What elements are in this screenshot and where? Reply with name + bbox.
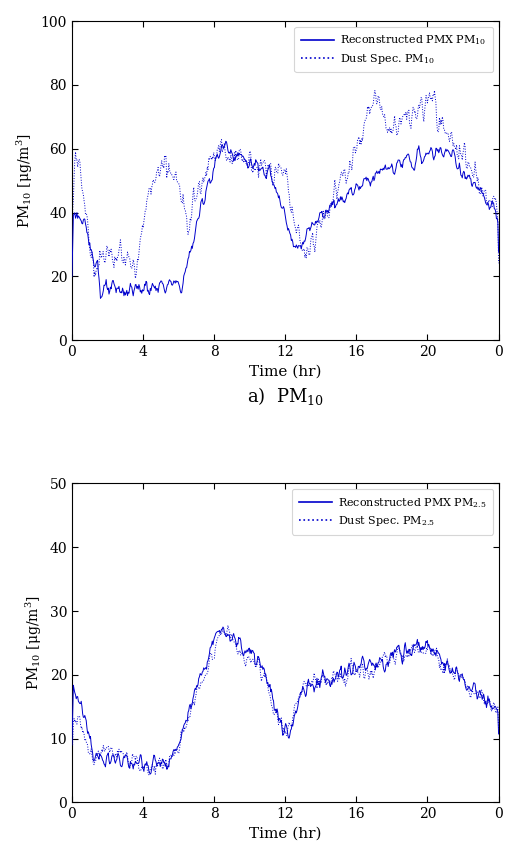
X-axis label: Time (hr): Time (hr) xyxy=(249,827,322,841)
Legend: Reconstructed PMX PM$_{2.5}$, Dust Spec. PM$_{2.5}$: Reconstructed PMX PM$_{2.5}$, Dust Spec.… xyxy=(292,489,493,535)
Y-axis label: PM$_{10}$ [μg/m$^3$]: PM$_{10}$ [μg/m$^3$] xyxy=(15,133,35,228)
Title: b)  PM$_{2.5}$: b) PM$_{2.5}$ xyxy=(244,847,326,849)
Legend: Reconstructed PMX PM$_{10}$, Dust Spec. PM$_{10}$: Reconstructed PMX PM$_{10}$, Dust Spec. … xyxy=(295,27,493,72)
Title: a)  PM$_{10}$: a) PM$_{10}$ xyxy=(247,385,324,407)
Y-axis label: PM$_{10}$ [μg/m$^3$]: PM$_{10}$ [μg/m$^3$] xyxy=(24,595,44,690)
X-axis label: Time (hr): Time (hr) xyxy=(249,364,322,379)
